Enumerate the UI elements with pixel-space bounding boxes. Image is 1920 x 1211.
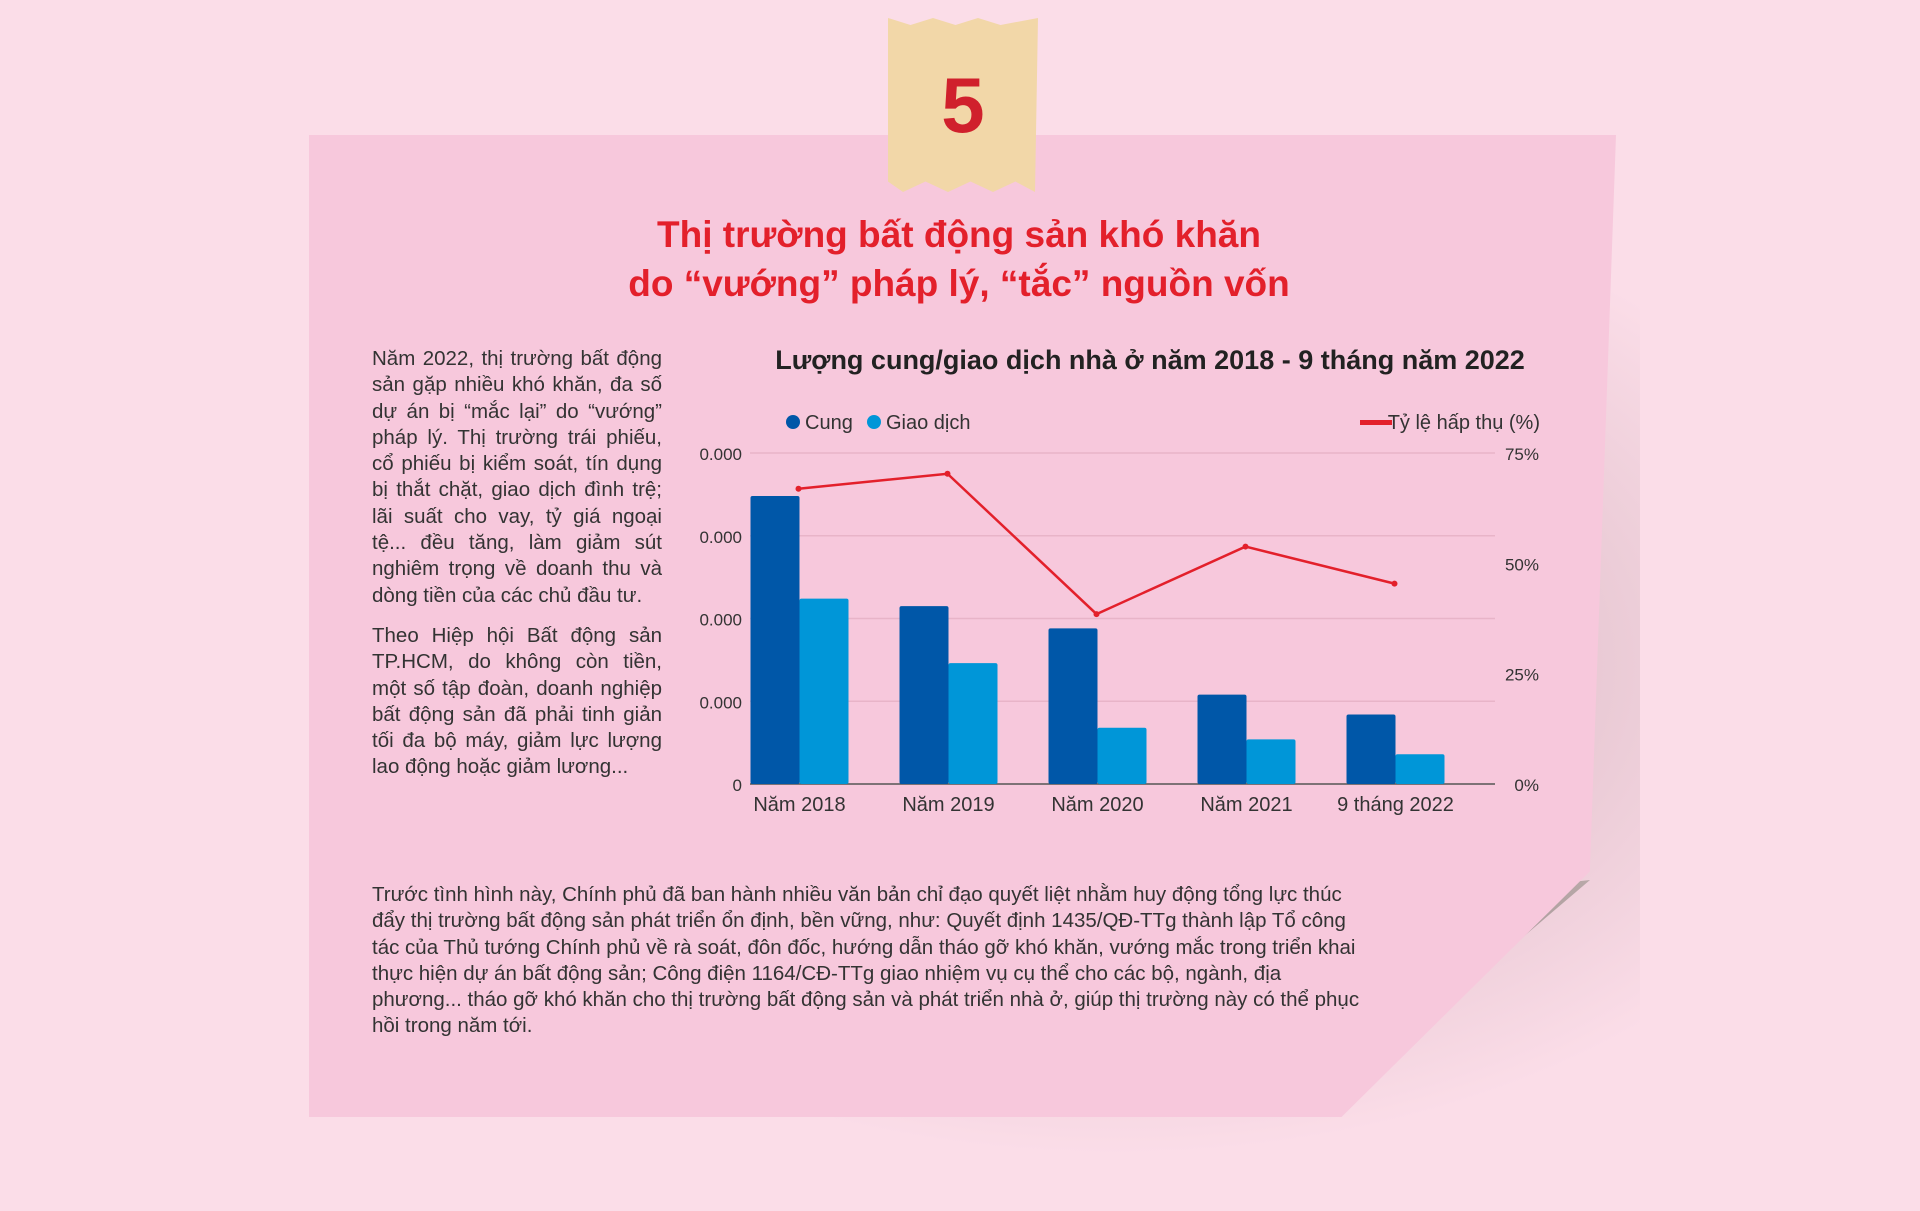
title-line: do “vướng” pháp lý, “tắc” nguồn vốn [628, 263, 1290, 304]
legend-marker-line [1360, 420, 1392, 425]
y-tick-label: 200.000 [700, 445, 742, 464]
x-tick-label: Năm 2021 [1200, 794, 1292, 816]
bar-cung [1048, 628, 1098, 784]
x-tick-label: 9 tháng 2022 [1337, 794, 1454, 816]
y2-tick-label: 25% [1505, 666, 1539, 685]
bar-cung [1346, 714, 1396, 784]
legend-label: Cung [805, 412, 853, 434]
bottom-paragraph: Trước tình hình này, Chính phủ đã ban hà… [372, 883, 1360, 1038]
legend-label: Tỷ lệ hấp thụ (%) [1388, 412, 1540, 434]
x-tick-label: Năm 2020 [1051, 794, 1143, 816]
bar-giao-dịch [948, 663, 998, 784]
paragraph: Năm 2022, thị trường bất động sản gặp nh… [372, 347, 662, 607]
absorption-point [795, 485, 802, 492]
bar-cung [1197, 694, 1247, 784]
legend-marker-cung [786, 415, 800, 429]
y2-tick-label: 50% [1505, 555, 1539, 574]
paragraph: Theo Hiệp hội Bất động sản TP.HCM, do kh… [372, 623, 662, 779]
y-tick-label: 0 [733, 776, 742, 795]
legend-label: Giao dịch [886, 412, 971, 434]
chart: 0 50.000 100.000 150.000 200.000 0% 25% 50% 75% N… [700, 412, 1540, 816]
absorption-point [1242, 543, 1249, 550]
number-tag: 5 [888, 18, 1038, 192]
legend-marker-giao-dich [867, 415, 881, 429]
bar-cung [750, 496, 800, 784]
bar-giao-dịch [1395, 754, 1445, 784]
x-tick-label: Năm 2019 [902, 794, 994, 816]
x-tick-label: Năm 2018 [753, 794, 845, 816]
chart-title: Lượng cung/giao dịch nhà ở năm 2018 - 9 … [775, 345, 1525, 375]
bar-cung [899, 606, 949, 784]
page-title: Thị trường bất động sản khó khăn do “vướ… [309, 210, 1609, 308]
y2-tick-label: 0% [1514, 776, 1539, 795]
bar-giao-dịch [1097, 727, 1147, 784]
tag-number: 5 [941, 61, 985, 149]
y2-tick-label: 75% [1505, 445, 1539, 464]
title-line: Thị trường bất động sản khó khăn [657, 214, 1261, 255]
absorption-point [1093, 611, 1100, 618]
y-tick-label: 100.000 [700, 611, 742, 630]
y-tick-label: 50.000 [700, 693, 742, 712]
absorption-point [1391, 580, 1398, 587]
absorption-point [944, 470, 951, 477]
bar-giao-dịch [1246, 739, 1296, 784]
y-tick-label: 150.000 [700, 528, 742, 547]
bar-giao-dịch [799, 598, 849, 784]
paper-note [309, 135, 1616, 1117]
absorption-line [798, 472, 1395, 616]
left-text: Năm 2022, thị trường bất động sản gặp nh… [372, 346, 662, 795]
